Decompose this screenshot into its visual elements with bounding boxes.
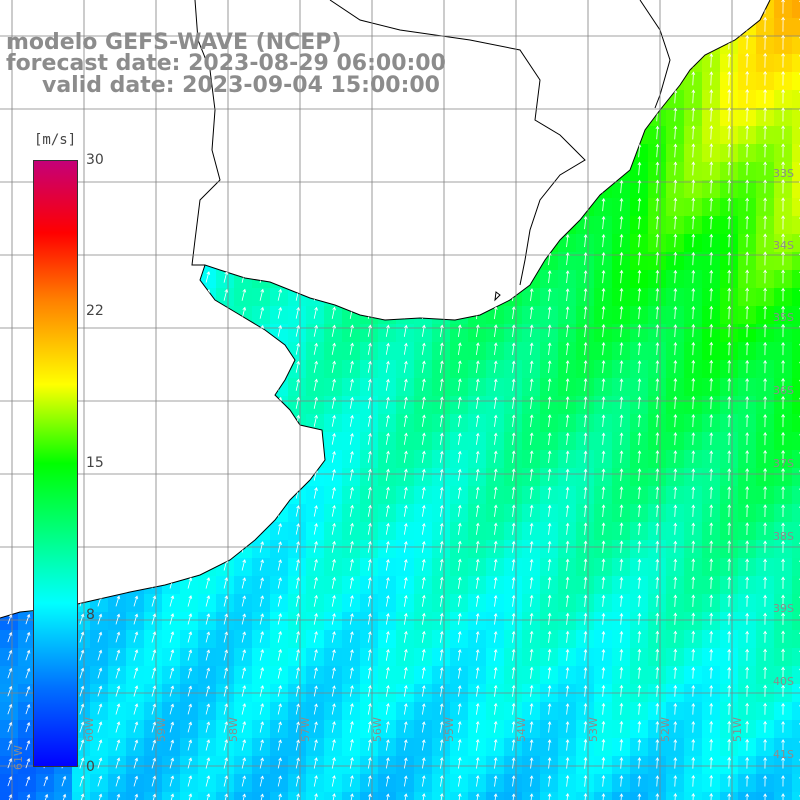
lat-label: 35S: [773, 311, 794, 324]
lon-label: 52W: [659, 717, 672, 742]
lat-label: 36S: [773, 384, 794, 397]
lat-label: 39S: [773, 602, 794, 615]
lat-label: 41S: [773, 748, 794, 761]
lat-label: 33S: [773, 167, 794, 180]
lon-label: 57W: [299, 717, 312, 742]
lat-label: 40S: [773, 675, 794, 688]
forecast-date: forecast date: 2023-08-29 06:00:00: [6, 51, 446, 76]
colorbar-unit: [m/s]: [34, 132, 77, 148]
lon-label: 54W: [515, 717, 528, 742]
lon-label: 60W: [83, 717, 96, 742]
valid-date: valid date: 2023-09-04 15:00:00: [42, 73, 440, 98]
colorbar: [33, 160, 78, 767]
colorbar-tick-22: 22: [86, 303, 104, 319]
model-title: modelo GEFS-WAVE (NCEP): [6, 30, 342, 55]
colorbar-tick-30: 30: [86, 152, 104, 168]
lon-label: 51W: [731, 717, 744, 742]
lat-label: 34S: [773, 239, 794, 252]
colorbar-tick-0: 0: [86, 759, 95, 775]
colorbar-tick-8: 8: [86, 607, 95, 623]
lat-label: 38S: [773, 530, 794, 543]
lon-label: 55W: [443, 717, 456, 742]
lon-label: 58W: [227, 717, 240, 742]
lon-label: 53W: [587, 717, 600, 742]
lat-label: 37S: [773, 457, 794, 470]
lon-label: 59W: [155, 717, 168, 742]
lon-label: 56W: [371, 717, 384, 742]
coastline: [0, 0, 771, 619]
colorbar-tick-15: 15: [86, 455, 104, 471]
lon-label: 61W: [12, 745, 25, 770]
